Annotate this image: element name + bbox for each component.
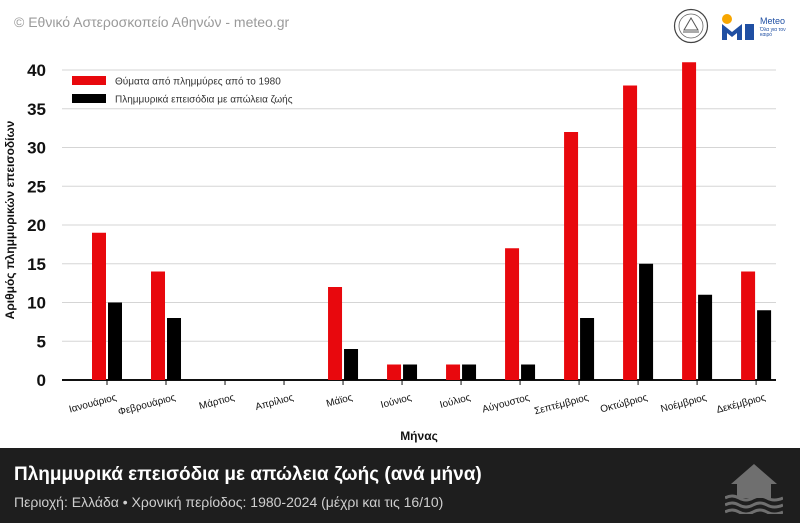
bar-episodes — [639, 263, 654, 380]
bar-victims — [623, 85, 638, 380]
x-tick-label: Μάϊος — [325, 391, 354, 410]
y-axis-title: Αριθμός πλημμυρικών επεισοδίων — [3, 120, 17, 319]
bar-victims — [92, 232, 106, 380]
meteo-logo-icon — [718, 12, 796, 42]
x-axis-title: Μήνας — [400, 429, 438, 443]
x-tick-label: Ιούλιος — [438, 391, 472, 411]
footer-bar: Πλημμυρικά επεισόδια με απώλεια ζωής (αν… — [0, 448, 800, 523]
y-tick-label: 0 — [37, 371, 46, 390]
x-tick-label: Ιούνιος — [379, 391, 413, 411]
observatory-seal-icon — [673, 8, 709, 44]
x-tick-label: Απρίλιος — [254, 391, 295, 413]
x-tick-label: Δεκέμβριος — [715, 391, 767, 416]
credit-text: © Εθνικό Αστεροσκοπείο Αθηνών - meteo.gr — [14, 14, 290, 30]
y-tick-label: 30 — [27, 139, 46, 158]
footer-title: Πλημμυρικά επεισόδια με απώλεια ζωής (αν… — [14, 464, 482, 485]
x-tick-label: Οκτώβριος — [599, 391, 649, 415]
x-tick-label: Νοέμβριος — [659, 391, 708, 415]
legend-swatch — [72, 94, 106, 103]
bar-episodes — [521, 364, 536, 380]
y-tick-label: 20 — [27, 216, 46, 235]
y-tick-label: 15 — [27, 255, 46, 274]
legend-label: Πλημμυρικά επεισόδια με απώλεια ζωής — [115, 94, 293, 106]
bar-victims — [741, 271, 756, 380]
x-tick-label: Μάρτιος — [198, 391, 236, 412]
bar-episodes — [698, 294, 713, 380]
y-tick-label: 35 — [27, 100, 46, 119]
legend-swatch — [72, 76, 106, 85]
bar-episodes — [108, 302, 122, 380]
x-tick-label: Ιανουάριος — [68, 391, 118, 415]
bar-episodes — [344, 349, 359, 380]
bar-victims — [387, 364, 402, 380]
x-tick-label: Αύγουστος — [481, 391, 531, 415]
bar-victims — [505, 248, 520, 380]
bar-victims — [328, 287, 343, 380]
bar-victims — [682, 62, 697, 380]
bar-victims — [446, 364, 461, 380]
bar-victims — [151, 271, 166, 380]
meteo-logo-name: Meteo — [760, 16, 786, 26]
bar-victims — [564, 132, 579, 380]
y-tick-label: 5 — [37, 332, 46, 351]
bar-episodes — [462, 364, 477, 380]
footer-subtitle: Περιοχή: Ελλάδα • Χρονική περίοδος: 1980… — [14, 494, 444, 510]
y-tick-label: 40 — [27, 61, 46, 80]
flooded-house-icon — [725, 464, 783, 514]
x-tick-label: Φεβρουάριος — [117, 391, 177, 418]
y-tick-label: 10 — [27, 294, 46, 313]
y-tick-label: 25 — [27, 177, 46, 196]
bar-episodes — [580, 318, 595, 380]
bar-chart: 0 5 10 15 20 25 30 35 40 Ιανουάριος Φεβρουάριος Μάρ… — [3, 61, 776, 443]
bar-episodes — [403, 364, 418, 380]
meteo-logo-tagline: Όλα για τον καιρό — [760, 27, 786, 38]
legend-label: Θύματα από πλημμύρες από το 1980 — [115, 76, 281, 88]
bar-episodes — [167, 318, 182, 380]
x-tick-label: Σεπτέμβριος — [533, 391, 590, 417]
bar-episodes — [757, 310, 772, 380]
